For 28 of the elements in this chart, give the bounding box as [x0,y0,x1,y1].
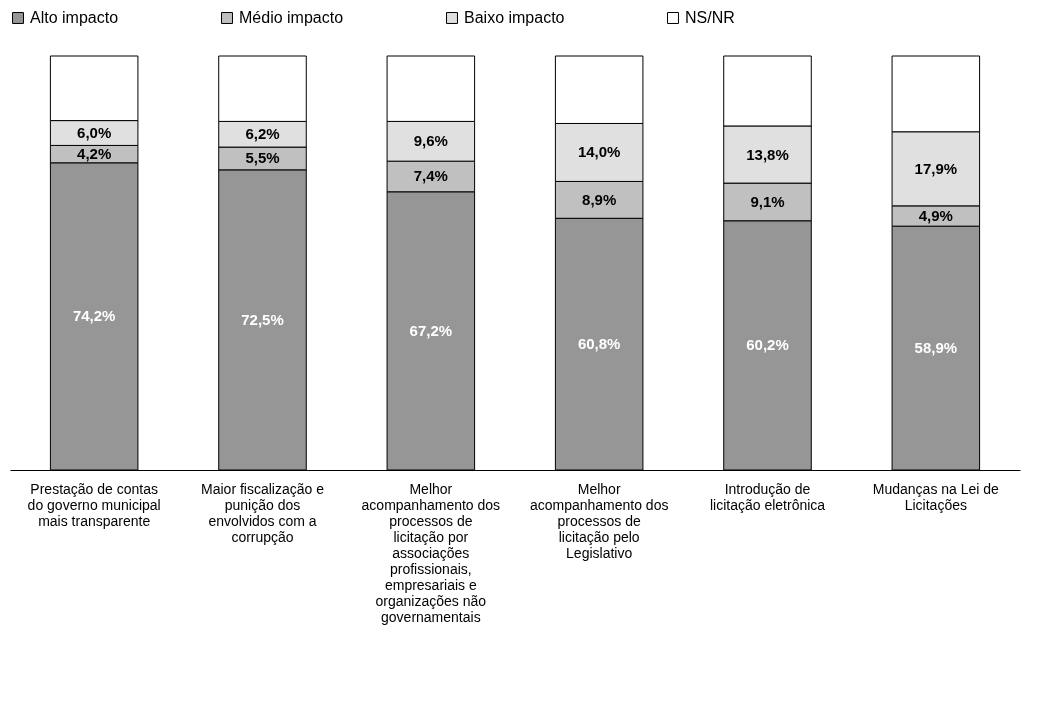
legend-label: Médio impacto [239,9,344,26]
data-label: 60,2% [746,336,789,354]
x-tick-label: Maior fiscalização e punição dos envolvidos com a corrupção [201,480,325,545]
data-label: 67,2% [409,321,453,339]
data-label: 17,9% [914,159,958,177]
data-label: 74,2% [72,307,116,325]
legend-label: Alto impacto [30,9,119,26]
data-label: 8,9% [582,190,617,208]
category-label: Melhor acompanhamento dos processos de licitação por associações profissionais, empresariais e organizações não governamentais [361,480,501,625]
x-tick-label: Mudanças na Lei de Licitações [872,480,1000,513]
data-label: 9,1% [750,192,785,210]
data-label: 9,6% [413,132,448,150]
data-label: 72,5% [241,310,284,328]
data-label: 5,5% [245,149,280,167]
data-label: 6,0% [77,124,112,141]
data-label: 58,9% [914,339,958,357]
data-label: 14,0% [577,143,621,161]
data-label: 4,2% [77,145,112,163]
legend-label: NS/NR [685,9,735,26]
data-label: 4,9% [918,207,953,225]
x-tick-label: Introdução de licitação eletrônica [709,480,826,513]
legend-label: Baixo impacto [464,9,565,26]
data-label: 6,2% [245,125,280,143]
data-label: 60,8% [577,335,621,353]
data-label: 13,8% [746,145,789,163]
x-tick-label: Prestação de contas do governo municipal mais transparente [27,480,161,529]
x-tick-label: Melhor acompanhamento dos processos de licitação pelo Legislativo [529,480,669,561]
data-label: 7,4% [413,167,448,185]
